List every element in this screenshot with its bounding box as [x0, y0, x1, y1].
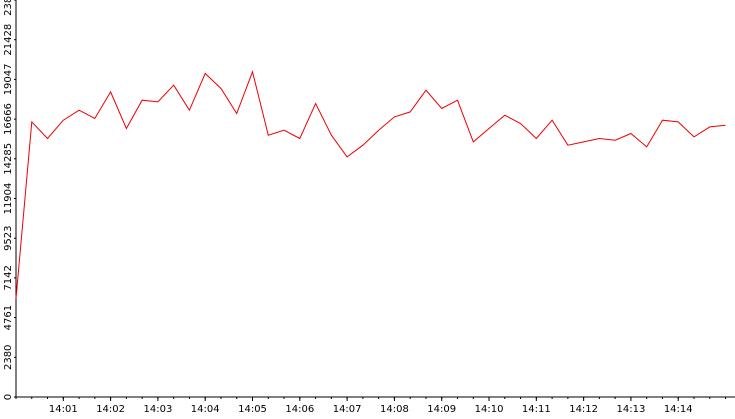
x-tick-label: 14:08: [380, 404, 409, 415]
x-tick-label: 14:02: [96, 404, 125, 415]
y-tick-label: 0: [3, 394, 14, 400]
x-tick-label: 14:06: [285, 404, 314, 415]
x-tick-label: 14:04: [191, 404, 220, 415]
y-tick-label: 7142: [3, 265, 14, 290]
x-tick-label: 14:01: [49, 404, 78, 415]
y-tick-label: 2380: [3, 345, 14, 370]
x-tick-label: 14:05: [238, 404, 267, 415]
x-tick-label: 14:13: [617, 404, 646, 415]
x-tick-label: 14:10: [475, 404, 504, 415]
y-tick-label: 9523: [3, 225, 14, 250]
x-tick-label: 14:03: [143, 404, 172, 415]
y-tick-label: 19047: [3, 63, 14, 95]
y-tick-label: 14285: [3, 143, 14, 175]
y-tick-label: 11904: [3, 183, 14, 215]
x-tick-label: 14:11: [522, 404, 551, 415]
x-tick-label: 14:07: [333, 404, 362, 415]
y-tick-label: 23809: [3, 0, 14, 16]
y-tick-label: 16666: [3, 103, 14, 135]
x-tick-label: 14:12: [569, 404, 598, 415]
series-line: [15, 70, 726, 299]
y-tick-label: 21428: [3, 24, 14, 56]
x-tick-label: 14:09: [427, 404, 456, 415]
x-tick-label: 14:14: [664, 404, 693, 415]
y-tick-label: 4761: [3, 305, 14, 330]
